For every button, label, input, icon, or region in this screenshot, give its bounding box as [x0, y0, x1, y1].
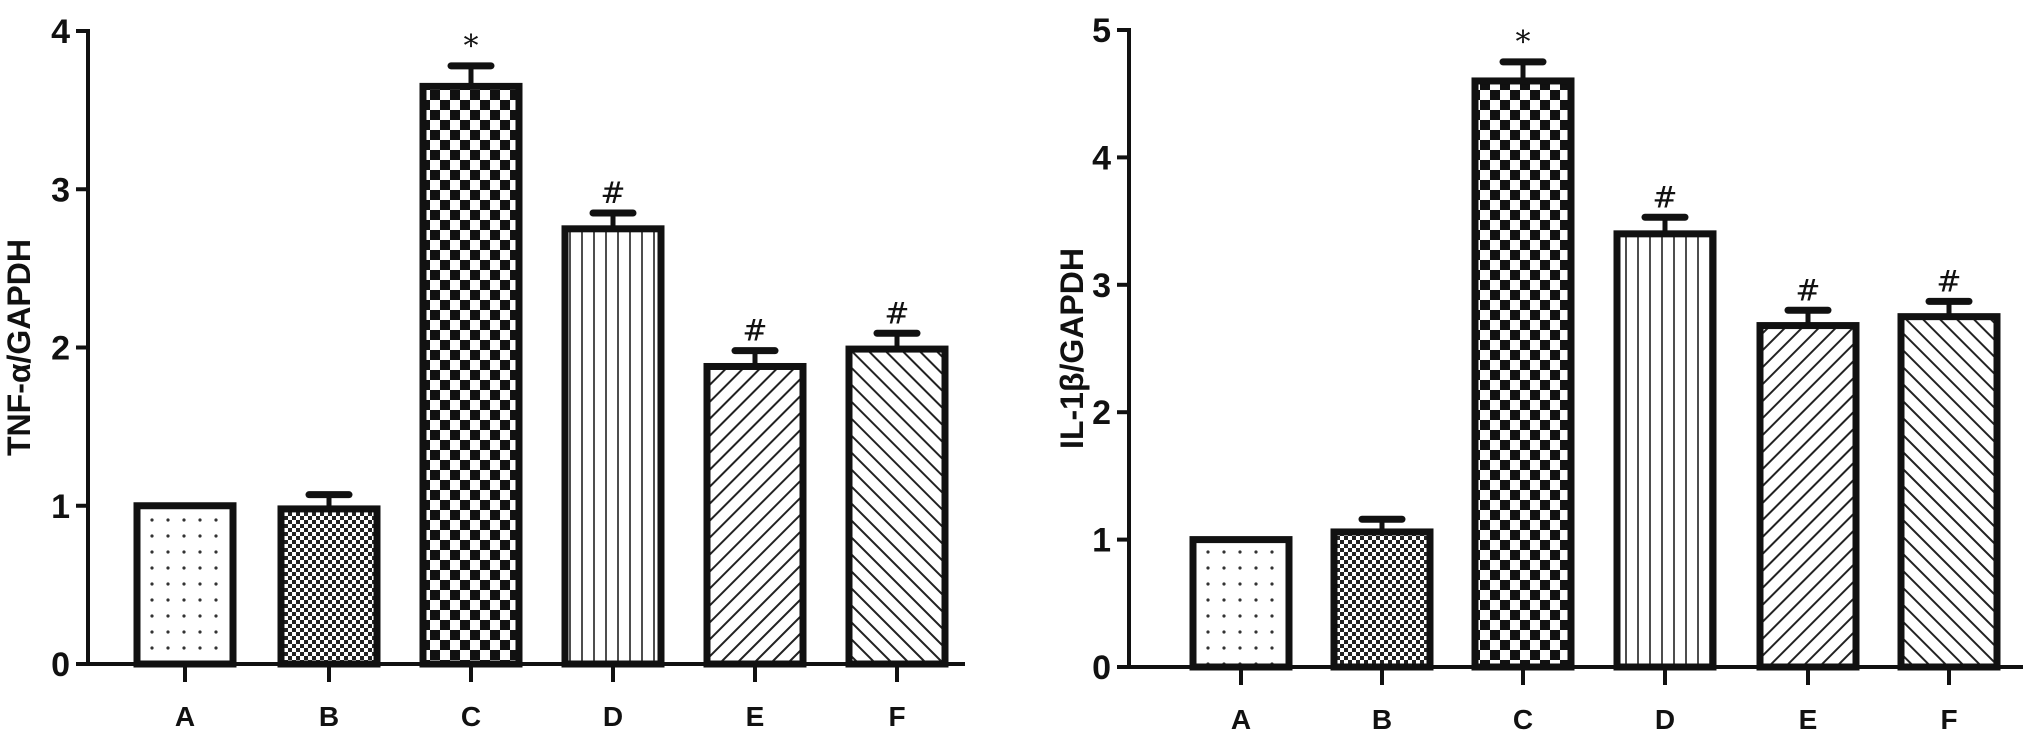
bar-A [133, 502, 237, 668]
chart-1: A B * C # D # E # F 0 1 2 3 4 TNF-α/GAPDH [1, 13, 965, 732]
bar-F [845, 345, 949, 668]
significance-marker: # [1795, 273, 1820, 308]
significance-marker: # [742, 314, 767, 349]
bar-E [703, 362, 807, 668]
x-tick-label: F [888, 701, 905, 732]
y-axis-label: TNF-α/GAPDH [1, 239, 37, 456]
bar-D [561, 225, 665, 668]
bar-E [1756, 322, 1860, 671]
x-tick-label: B [1372, 704, 1392, 735]
significance-marker: * [1516, 25, 1531, 60]
y-tick-label: 2 [51, 330, 70, 368]
y-tick-label: 1 [1092, 522, 1111, 560]
x-tick-label: E [1799, 704, 1818, 735]
bar-C [419, 82, 523, 668]
significance-marker: # [600, 176, 625, 211]
y-tick-label: 1 [51, 488, 70, 526]
y-tick-label: 2 [1092, 394, 1111, 432]
x-tick-label: D [603, 701, 623, 732]
y-tick-label: 4 [1092, 139, 1111, 177]
x-tick-label: D [1655, 704, 1675, 735]
bar-B [1330, 528, 1434, 671]
x-tick-label: A [1231, 704, 1251, 735]
y-tick-label: 0 [51, 646, 70, 684]
x-tick-label: B [319, 701, 339, 732]
y-tick-label: 3 [1092, 267, 1111, 305]
significance-marker: # [1936, 264, 1961, 299]
y-tick-label: 4 [51, 13, 70, 51]
significance-marker: # [1652, 180, 1677, 215]
bar-F [1897, 313, 2001, 671]
y-tick-label: 5 [1092, 12, 1111, 50]
x-tick-label: C [461, 701, 481, 732]
bar-A [1189, 536, 1293, 671]
chart-2: A B * C # D # E # F 0 1 2 3 4 5 IL-1β/GAPDH [1054, 12, 2023, 735]
significance-marker: * [464, 29, 479, 64]
x-tick-label: C [1513, 704, 1533, 735]
y-axis-label: IL-1β/GAPDH [1054, 248, 1090, 449]
bar-D [1613, 230, 1717, 671]
significance-marker: # [884, 296, 909, 331]
bar-C [1471, 77, 1575, 671]
bar-B [277, 505, 381, 668]
y-tick-label: 0 [1092, 649, 1111, 687]
y-tick-label: 3 [51, 171, 70, 209]
x-tick-label: F [1940, 704, 1957, 735]
x-tick-label: A [175, 701, 195, 732]
x-tick-label: E [746, 701, 765, 732]
